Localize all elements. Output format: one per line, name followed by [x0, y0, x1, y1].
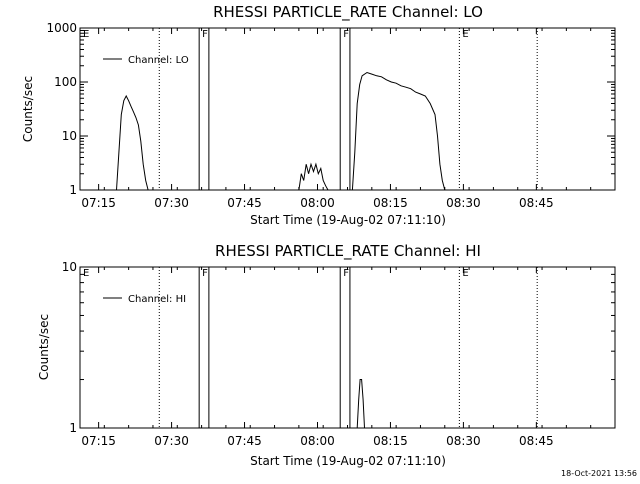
panel-hi-title: RHESSI PARTICLE_RATE Channel: HI	[215, 242, 481, 261]
x-tick-label: 08:00	[300, 434, 335, 448]
y-tick-label: 1	[69, 183, 77, 197]
panel-lo-title: RHESSI PARTICLE_RATE Channel: LO	[213, 3, 483, 22]
y-tick-label: 1000	[46, 21, 77, 35]
footer-timestamp: 18-Oct-2021 13:56	[561, 469, 637, 478]
y-tick-label: 1	[69, 421, 77, 435]
series-line	[356, 379, 365, 429]
panel-hi-legend-label: Channel: HI	[128, 294, 186, 305]
x-tick-label: 07:15	[81, 434, 116, 448]
x-tick-label: 07:45	[227, 434, 262, 448]
panel-lo-xlabel: Start Time (19-Aug-02 07:11:10)	[250, 213, 446, 227]
y-tick-label: 100	[54, 75, 77, 89]
event-marker-label: F	[202, 29, 208, 40]
event-marker-label: F	[343, 29, 349, 40]
event-marker-label: E	[83, 29, 89, 40]
x-tick-label: 08:45	[519, 196, 554, 210]
event-marker-label: F	[202, 268, 208, 279]
series-line	[351, 71, 446, 191]
panel-hi-xlabel: Start Time (19-Aug-02 07:11:10)	[250, 454, 446, 468]
series-line	[298, 162, 329, 191]
x-tick-label: 08:00	[300, 196, 335, 210]
panel-lo-ylabel: Counts/sec	[21, 76, 35, 142]
x-tick-label: 07:30	[154, 196, 189, 210]
y-tick-label: 10	[62, 129, 77, 143]
panel-hi-series	[356, 379, 365, 429]
panel-lo-yticks: 1 10 100 1000	[46, 21, 615, 197]
panel-hi: RHESSI PARTICLE_RATE Channel: HI 07:15 07…	[37, 242, 616, 468]
event-marker-label: E	[83, 268, 89, 279]
panel-lo-xticks: 07:15 07:30 07:45 08:00 08:15 08:30 08:45	[79, 28, 616, 210]
x-tick-label: 08:30	[446, 196, 481, 210]
series-line	[116, 94, 149, 191]
x-tick-label: 07:30	[154, 434, 189, 448]
x-tick-label: 08:15	[373, 196, 408, 210]
panel-hi-xticks: 07:15 07:30 07:45 08:00 08:15 08:30 08:45	[79, 267, 616, 448]
event-marker-label: F	[343, 268, 349, 279]
x-tick-label: 07:45	[227, 196, 262, 210]
x-tick-label: 07:15	[81, 196, 116, 210]
panel-hi-ylabel: Counts/sec	[37, 314, 51, 380]
panel-lo-frame	[79, 27, 616, 191]
y-tick-label: 10	[62, 260, 77, 274]
panel-lo: RHESSI PARTICLE_RATE Channel: LO 07:15 07…	[21, 3, 616, 227]
x-tick-label: 08:45	[519, 434, 554, 448]
panel-hi-yticks: 1 10	[62, 260, 615, 435]
event-marker-label: E	[462, 268, 468, 279]
x-tick-label: 08:15	[373, 434, 408, 448]
panel-lo-legend-label: Channel: LO	[128, 55, 189, 66]
x-tick-label: 08:30	[446, 434, 481, 448]
panel-lo-series	[116, 71, 446, 191]
event-marker-label: E	[462, 29, 468, 40]
panel-hi-frame	[79, 266, 616, 429]
